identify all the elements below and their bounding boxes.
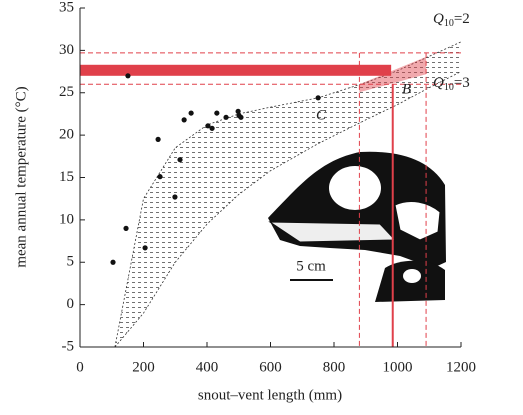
data-point <box>238 114 244 120</box>
y-tick-label: 20 <box>59 127 74 143</box>
data-point <box>125 73 131 79</box>
x-tick-label: 1000 <box>383 359 413 375</box>
band-edge <box>114 71 462 348</box>
q-name: Q <box>433 75 444 91</box>
data-point <box>155 136 161 142</box>
y-tick-label: 15 <box>59 169 74 185</box>
y-tick-label: 0 <box>67 296 75 312</box>
y-tick-label: -5 <box>62 338 75 354</box>
y-tick-label: 25 <box>59 84 74 100</box>
scale-label: 5 cm <box>296 258 326 274</box>
data-point <box>123 225 129 231</box>
point-label: B <box>402 81 411 97</box>
q10-label: Q10=3 <box>433 75 470 93</box>
data-point <box>223 114 229 120</box>
q-rest: =2 <box>454 11 470 27</box>
q-rest: =3 <box>454 75 470 91</box>
q-name: Q <box>433 11 444 27</box>
q-sub: 10 <box>444 82 454 93</box>
intersection-shade <box>359 56 427 93</box>
skull-illustration <box>268 151 446 302</box>
data-point <box>181 117 187 123</box>
x-tick-label: 400 <box>196 359 219 375</box>
x-axis-label: snout–vent length (mm) <box>198 387 342 403</box>
data-point <box>205 123 211 129</box>
x-tick-label: 200 <box>132 359 155 375</box>
data-point <box>177 157 183 163</box>
data-point <box>214 110 220 116</box>
data-point <box>110 259 116 265</box>
y-tick-label: 5 <box>67 254 75 270</box>
data-point <box>235 108 241 114</box>
data-point <box>142 245 148 251</box>
data-point <box>315 95 321 101</box>
band-edge <box>114 41 462 348</box>
data-point <box>209 125 215 131</box>
x-tick-label: 800 <box>323 359 346 375</box>
y-tick-label: 10 <box>59 211 74 227</box>
x-tick-label: 600 <box>259 359 282 375</box>
q10-label: Q10=2 <box>433 11 470 29</box>
point-label: C <box>316 107 327 123</box>
x-tick-label: 0 <box>76 359 84 375</box>
x-tick-label: 1200 <box>446 359 476 375</box>
data-point <box>157 174 163 180</box>
data-point <box>188 110 194 116</box>
data-point <box>172 194 178 200</box>
q-sub: 10 <box>444 18 454 29</box>
red-band <box>80 64 392 76</box>
y-axis-label: mean annual temperature (°C) <box>13 86 29 267</box>
y-tick-label: 35 <box>59 0 74 15</box>
y-tick-label: 30 <box>59 42 74 58</box>
